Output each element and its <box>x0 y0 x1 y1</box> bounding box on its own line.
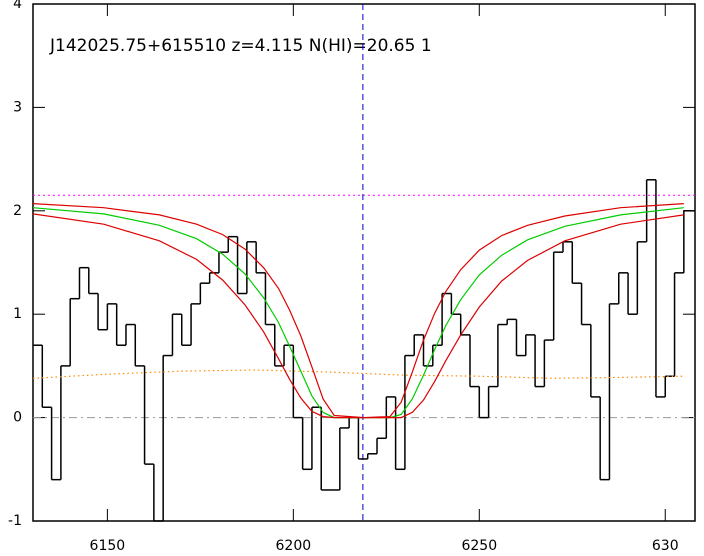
plot-frame <box>32 3 696 522</box>
model-curve <box>32 207 684 419</box>
x-tick-label: 630 <box>652 538 679 554</box>
x-tick-label: 6150 <box>90 538 126 554</box>
y-tick-label: 3 <box>13 99 22 115</box>
y-tick-label: 4 <box>13 0 22 12</box>
error-curve <box>32 369 684 379</box>
model-curve <box>32 203 684 419</box>
y-tick-label: 2 <box>13 203 22 219</box>
chart-title: J142025.75+615510 z=4.115 N(HI)=20.65 1 <box>49 36 432 56</box>
y-tick-label: -1 <box>8 513 22 529</box>
y-tick-label: 1 <box>13 306 22 322</box>
x-tick-label: 6200 <box>276 538 312 554</box>
model-curve <box>32 213 684 419</box>
x-tick-label: 6250 <box>461 538 497 554</box>
y-tick-label: 0 <box>13 410 22 426</box>
